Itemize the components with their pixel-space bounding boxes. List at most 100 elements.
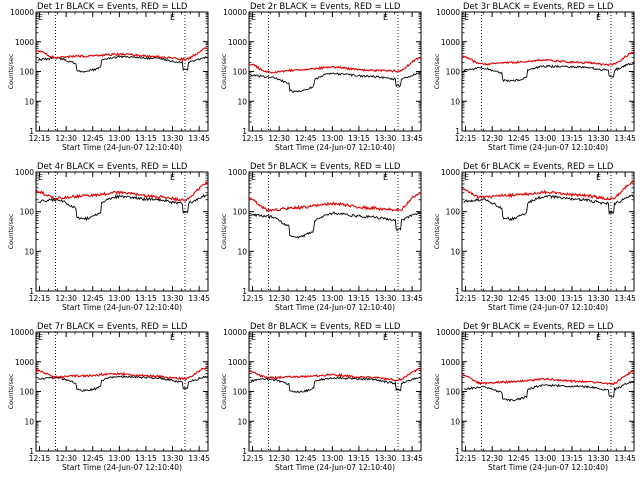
x-tick-label: 13:30 <box>162 454 184 463</box>
plot-frame <box>461 171 635 292</box>
x-tick-label: 12:45 <box>295 454 317 463</box>
corner-marker: E <box>38 173 43 182</box>
y-tick-label: 1000 <box>15 358 34 367</box>
x-axis-label: Start Time (24-Jun-07 12:10:40) <box>62 143 182 152</box>
panel-title: Det 5r BLACK = Events, RED = LLD <box>250 162 401 172</box>
x-tick-label: 13:30 <box>375 294 397 303</box>
x-tick-label: 12:15 <box>242 134 264 143</box>
lld-series-line <box>461 51 635 67</box>
y-tick-label: 10000 <box>436 8 460 17</box>
panel-title: Det 4r BLACK = Events, RED = LLD <box>37 162 188 172</box>
corner-marker: E <box>251 173 256 182</box>
x-tick-label: 12:30 <box>268 134 290 143</box>
x-tick-label: 13:15 <box>135 134 157 143</box>
x-tick-label: 13:15 <box>135 454 157 463</box>
x-tick-label: 13:15 <box>348 454 370 463</box>
y-axis-label: Counts/sec <box>433 53 441 89</box>
panel-title: Det 9r BLACK = Events, RED = LLD <box>463 322 614 332</box>
panel-title: Det 8r BLACK = Events, RED = LLD <box>250 322 401 332</box>
x-tick-label: 13:45 <box>614 134 636 143</box>
x-tick-label: 13:15 <box>348 134 370 143</box>
corner-marker: E <box>383 173 388 182</box>
y-axis-label: Counts/sec <box>220 53 228 89</box>
x-tick-label: 13:15 <box>561 454 583 463</box>
y-tick-label: 100 <box>446 208 461 217</box>
corner-marker: E <box>464 333 469 342</box>
x-tick-label: 13:15 <box>561 294 583 303</box>
y-tick-label: 100 <box>233 388 248 397</box>
x-tick-label: 13:45 <box>614 454 636 463</box>
y-tick-label: 100 <box>446 68 461 77</box>
events-series-line <box>250 71 422 93</box>
x-tick-label: 12:30 <box>55 454 77 463</box>
lld-series-line <box>461 180 635 201</box>
y-tick-label: 1000 <box>228 168 247 177</box>
x-tick-label: 12:30 <box>268 294 290 303</box>
plot-frame <box>248 171 422 292</box>
x-axis-label: Start Time (24-Jun-07 12:10:40) <box>62 303 182 312</box>
x-tick-label: 13:30 <box>375 454 397 463</box>
y-axis-label: Counts/sec <box>433 213 441 249</box>
corner-marker: E <box>464 173 469 182</box>
y-axis-label: Counts/sec <box>7 373 15 409</box>
y-tick-label: 10 <box>24 247 34 256</box>
x-tick-label: 13:00 <box>109 294 131 303</box>
y-tick-label: 10 <box>237 247 247 256</box>
y-tick-label: 1 <box>29 287 34 296</box>
x-tick-label: 12:15 <box>455 454 477 463</box>
y-tick-label: 1 <box>455 127 460 136</box>
x-tick-label: 13:00 <box>535 294 557 303</box>
x-tick-label: 12:15 <box>29 454 51 463</box>
y-tick-label: 10000 <box>223 8 247 17</box>
corner-marker: E <box>596 173 601 182</box>
events-series-line <box>463 194 635 222</box>
y-axis-label: Counts/sec <box>7 213 15 249</box>
x-tick-label: 13:00 <box>109 134 131 143</box>
events-series-line <box>463 62 635 83</box>
y-tick-label: 1000 <box>441 168 460 177</box>
y-tick-label: 1000 <box>441 38 460 47</box>
x-axis-label: Start Time (24-Jun-07 12:10:40) <box>488 463 608 472</box>
x-tick-label: 13:30 <box>588 294 610 303</box>
x-tick-label: 12:30 <box>481 294 503 303</box>
x-axis-label: Start Time (24-Jun-07 12:10:40) <box>488 303 608 312</box>
plot-frame <box>35 171 209 292</box>
corner-marker: E <box>464 13 469 22</box>
lld-series-line <box>248 57 422 74</box>
x-axis-label: Start Time (24-Jun-07 12:10:40) <box>275 303 395 312</box>
corner-marker: E <box>383 333 388 342</box>
corner-marker: E <box>38 13 43 22</box>
plot-frame <box>35 11 209 132</box>
plot-frame <box>35 331 209 452</box>
x-tick-label: 13:45 <box>188 294 210 303</box>
y-tick-label: 100 <box>20 388 35 397</box>
y-tick-label: 1 <box>242 447 247 456</box>
x-axis-label: Start Time (24-Jun-07 12:10:40) <box>275 143 395 152</box>
events-series-line <box>250 211 422 239</box>
lld-series-line <box>35 366 209 381</box>
panel-title: Det 6r BLACK = Events, RED = LLD <box>463 162 614 172</box>
events-series-line <box>37 55 209 73</box>
corner-marker: E <box>170 333 175 342</box>
y-tick-label: 1000 <box>441 358 460 367</box>
events-series-line <box>37 193 209 222</box>
x-tick-label: 12:30 <box>481 134 503 143</box>
x-tick-label: 12:45 <box>295 294 317 303</box>
x-tick-label: 13:30 <box>375 134 397 143</box>
x-tick-label: 12:45 <box>508 294 530 303</box>
x-tick-label: 12:30 <box>481 454 503 463</box>
x-tick-label: 12:15 <box>29 134 51 143</box>
y-axis-label: Counts/sec <box>7 53 15 89</box>
corner-marker: E <box>251 333 256 342</box>
x-tick-label: 12:30 <box>268 454 290 463</box>
events-series-line <box>463 380 635 403</box>
corner-marker: E <box>38 333 43 342</box>
y-tick-label: 1 <box>242 287 247 296</box>
y-tick-label: 1000 <box>15 38 34 47</box>
